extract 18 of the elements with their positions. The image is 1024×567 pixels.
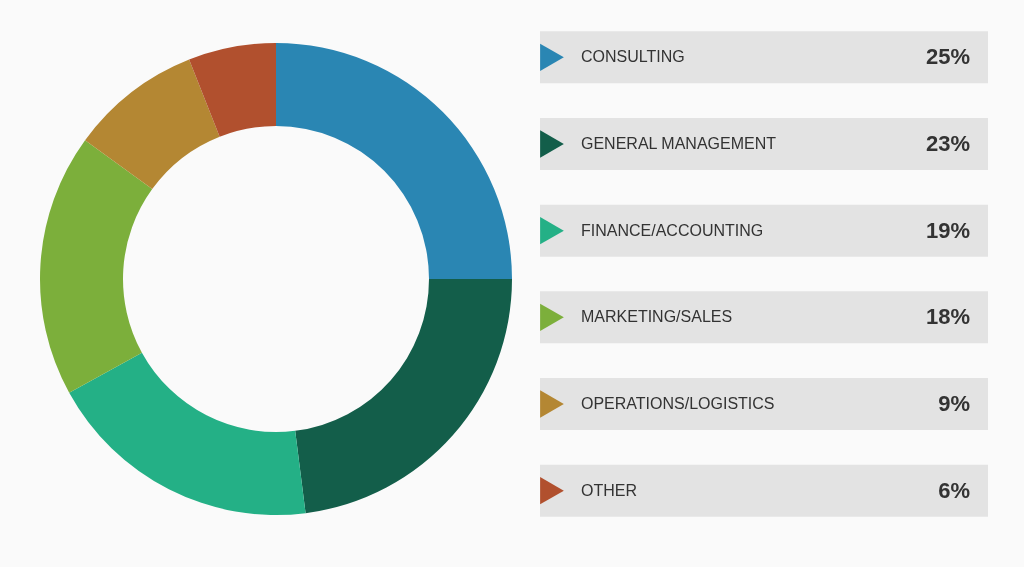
data-label: 18% xyxy=(925,304,970,330)
donut-slice xyxy=(69,352,306,515)
legend-label: MARKETING/SALES xyxy=(581,308,733,326)
data-label: 25% xyxy=(925,44,970,70)
legend-label: OTHER xyxy=(581,481,637,499)
data-label: 6% xyxy=(938,477,970,503)
legend-label: FINANCE/ACCOUNTING xyxy=(581,221,764,239)
donut-slice xyxy=(189,43,276,137)
data-label: 23% xyxy=(925,131,970,156)
legend-label: GENERAL MANAGEMENT xyxy=(581,135,777,152)
data-label: 19% xyxy=(925,217,970,243)
donut-slice xyxy=(85,59,220,190)
legend-label: CONSULTING xyxy=(581,48,685,66)
donut-slice xyxy=(295,279,512,514)
donut-slice xyxy=(40,140,153,393)
legend-label: OPERATIONS/LOGISTICS xyxy=(581,395,775,412)
data-label: 9% xyxy=(938,391,970,416)
donut-slice xyxy=(276,43,512,279)
